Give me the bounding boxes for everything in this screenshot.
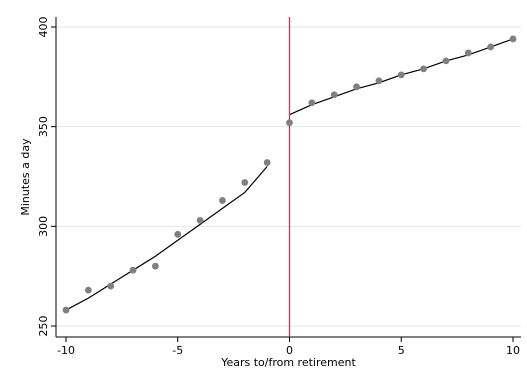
x-tick-label: -10 [57,344,75,357]
y-tick-label: 400 [37,17,50,38]
data-point [62,306,70,314]
data-point [219,197,226,204]
grid [56,26,521,327]
data-point [375,77,383,85]
data-point [509,35,517,43]
data-point [353,83,360,91]
x-axis-title: Years to/from retirement [220,356,356,369]
data-point [464,49,472,57]
data-point [263,159,271,166]
axes [51,17,521,342]
x-tick-label: 10 [506,344,520,357]
data-point [107,282,115,290]
data-point [442,57,450,65]
y-tick-label: 250 [37,316,50,337]
data-point [84,286,92,294]
data-points [62,35,517,314]
data-point [241,179,249,186]
data-point [152,262,159,270]
data-point [174,230,182,238]
y-axis-title: Minutes a day [19,138,32,216]
x-tick-label: 0 [286,344,293,357]
data-point [397,71,405,79]
y-tick-label: 300 [37,216,50,237]
data-point [196,216,204,224]
y-tick-label: 350 [37,116,50,137]
data-point [420,65,427,73]
fit-line [65,166,268,311]
x-tick-label: -5 [172,344,183,357]
tick-labels: -10 -5 0 5 10 250 300 350 400 [37,17,520,358]
data-point [129,266,137,274]
data-point [308,99,316,107]
data-point [487,43,495,51]
data-point [286,119,293,127]
data-point [330,91,338,99]
x-tick-label: 5 [398,344,405,357]
